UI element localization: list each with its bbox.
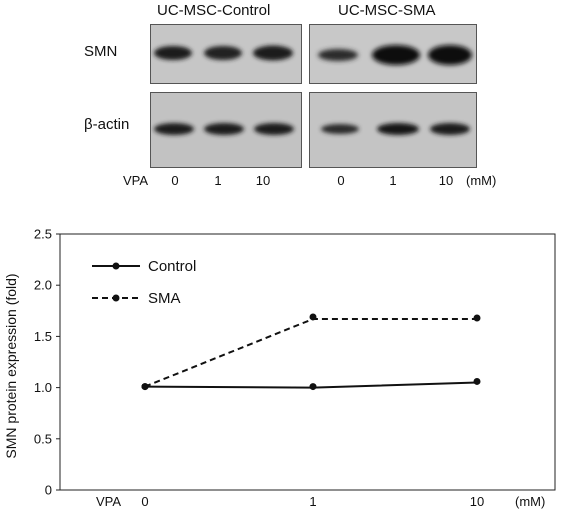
row-label-smn: SMN [84,43,118,60]
y-tick-label: 2.0 [34,278,52,293]
y-axis-label: SMN protein expression (fold) [3,273,19,458]
plot-frame [59,233,556,491]
blot-bands-smn-control [154,45,293,61]
blot-bands-smn-sma [318,45,472,65]
data-point-sma [473,314,481,322]
x-tick-label: 0 [141,494,148,509]
x-axis-prefix-label: VPA [96,494,121,509]
series-line-sma [144,317,477,388]
data-point-sma [309,313,317,321]
legend-marker-control [112,262,120,270]
y-tick-label: 1.0 [34,380,52,395]
group-label-sma: UC-MSC-SMA [338,2,436,19]
row-label-actin: β-actin [84,116,130,133]
x-tick-label: 1 [309,494,316,509]
blot-panel-smn-sma [309,24,477,84]
x-axis-unit-label: (mM) [515,494,545,509]
lane-label: 0 [337,173,345,188]
legend-marker-sma [112,294,120,302]
data-point-control [309,383,317,391]
lane-label: 1 [389,173,397,188]
y-tick-label: 0 [45,483,52,498]
blot-bands-actin-sma [321,123,470,135]
group-label-control: UC-MSC-Control [157,2,271,19]
lane-label: 10 [438,173,454,188]
y-tick-label: 0.5 [34,431,52,446]
blot-panel-smn-control [150,24,302,84]
y-tick-label: 1.5 [34,329,52,344]
lane-label: 0 [171,173,179,188]
lane-label: 10 [255,173,271,188]
legend-label-control: Control [148,258,196,275]
y-tick-label: 2.5 [34,227,52,242]
blot-panel-actin-control [150,92,302,168]
blot-unit-label: (mM) [466,173,497,188]
blot-panel-actin-sma [309,92,477,168]
data-point-sma [141,383,149,391]
blot-bands-actin-control [154,123,294,135]
lane-label: 1 [214,173,222,188]
legend-label-sma: SMA [148,290,181,307]
data-point-control [473,377,481,385]
blot-vpa-label: VPA [123,173,149,188]
x-tick-label: 10 [470,494,484,509]
